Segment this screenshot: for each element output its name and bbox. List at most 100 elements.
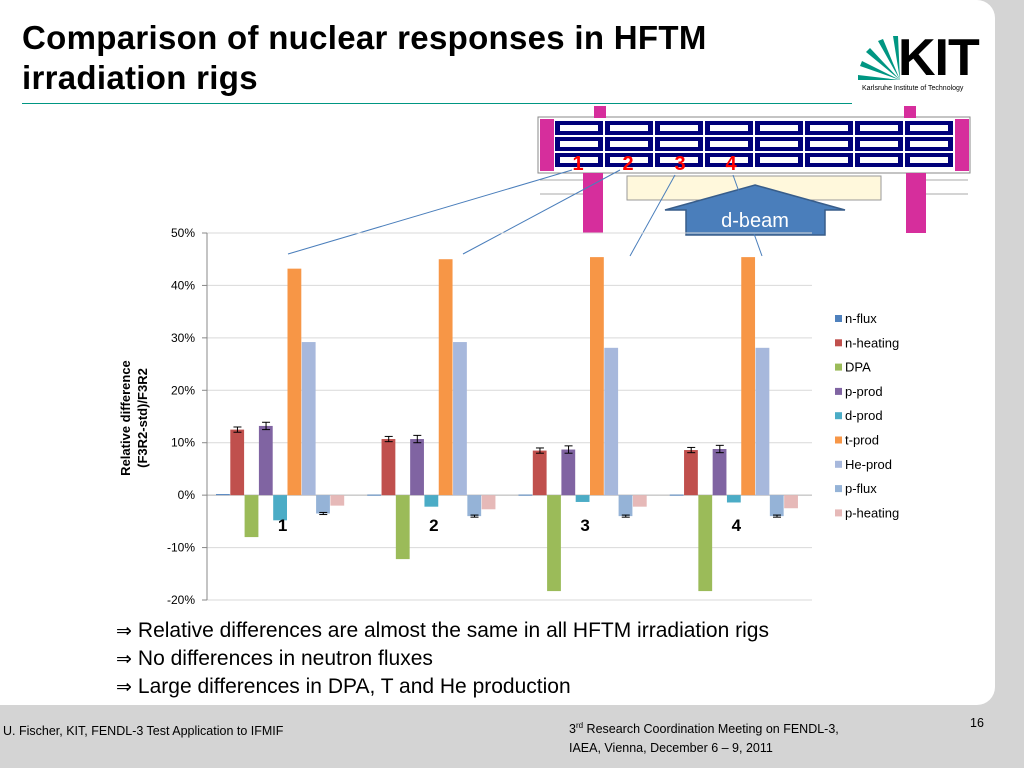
bar-d-prod [273,495,287,521]
rig-callout-lines [287,169,763,257]
bar-p-heating [330,495,345,506]
rig-labels: 1 2 3 4 [572,153,737,175]
bar-p-prod [561,449,576,496]
rig-cell-window [610,157,648,163]
legend-label: n-heating [845,335,899,350]
implies-arrow-icon: ⇒ [116,676,132,698]
rig-cell-window [860,141,898,147]
legend-swatch [835,436,842,444]
rig-label: 3 [674,153,685,175]
rig-label: 4 [725,153,737,175]
footer-author: U. Fischer, KIT, FENDL-3 Test Applicatio… [3,724,284,738]
rig-cell-window [910,157,948,163]
title-divider [22,103,852,104]
bar-p-flux [618,495,633,517]
bar-t-prod [590,257,604,496]
legend-label: p-prod [845,384,883,399]
kit-logo-rays-icon [858,36,900,80]
legend-swatch [835,485,842,493]
legend-swatch [835,509,842,517]
y-axis-label: Relative difference (F3R2-std)/F3R2 [118,360,150,476]
bar-t-prod [741,257,756,496]
legend-label: p-flux [845,481,877,496]
bar-p-flux [316,495,330,514]
bar-n-heating [381,439,396,496]
rig-cell-window [660,141,698,147]
category-label: 2 [429,516,438,535]
callout-line [732,174,763,257]
bullet-item: ⇒ Large differences in DPA, T and He prod… [116,673,769,701]
page-number: 16 [970,716,984,730]
bar-DPA [698,495,713,592]
chart-legend: n-flux n-heating DPA p-prod d-prod t-prod He-p… [835,311,899,520]
rig-cell-window [860,125,898,131]
bar-n-flux [669,494,684,496]
bar-He-prod [755,347,770,496]
chart-grid [202,232,812,601]
rig-cell-window [910,125,948,131]
rig-cell-window [660,125,698,131]
bullet-text: Large differences in DPA, T and He produ… [137,675,571,698]
rig-cells [555,121,953,167]
category-label: 1 [278,516,287,535]
bar-p-heating [481,495,496,510]
beam-arrow-icon [664,184,846,236]
rig-label: 2 [622,153,633,175]
rig-top-post [594,106,606,118]
y-tick-label: -20% [167,593,195,607]
rig-cell-window [760,141,798,147]
footer-ordinal-suffix: rd [575,721,584,730]
y-tick-label: 0% [178,488,196,502]
bullet-list: ⇒ Relative differences are almost the sam… [116,617,769,701]
implies-arrow-icon: ⇒ [116,648,132,670]
kit-logo-subtitle: Karlsruhe Institute of Technology [862,85,964,92]
footer-meeting-line2: IAEA, Vienna, December 6 – 9, 2011 [569,741,773,756]
bar-DPA [395,495,410,560]
page-title: Comparison of nuclear responses in HFTM … [22,19,707,96]
bar-He-prod [301,342,316,496]
legend-label: t-prod [845,433,879,448]
legend-swatch [835,460,842,468]
y-tick-label: 30% [171,331,195,345]
legend-swatch [835,315,842,322]
rig-support-right [906,173,926,233]
legend-label: p-heating [845,505,899,520]
rig-cell-window [910,141,948,147]
y-tick-label: 10% [171,436,195,450]
bar-d-prod [726,495,741,503]
chart-error-bars [233,421,781,518]
bullet-item: ⇒ No differences in neutron fluxes [116,645,769,673]
rig-label: 1 [572,153,583,175]
rig-right-wall [955,119,969,171]
rig-support-left [583,173,603,233]
bar-n-flux [518,494,533,496]
category-label: 4 [732,516,742,535]
legend-label: d-prod [845,408,883,423]
bullet-text: Relative differences are almost the same… [137,619,769,642]
legend-swatch [835,363,842,371]
bar-p-prod [258,425,273,496]
rig-cell-window [810,141,848,147]
rig-cell-window [610,125,648,131]
bar-p-prod [410,439,424,496]
bar-n-heating [684,450,698,496]
callout-line [287,169,573,255]
bar-n-flux [367,494,382,496]
bullet-text: No differences in neutron fluxes [137,647,433,670]
kit-logo-text: KIT [898,29,980,87]
rig-cell-window [710,157,748,163]
rig-diagram: 1 2 3 4 d-beam [287,106,971,257]
y-axis-label-line: Relative difference [118,360,133,476]
rig-left-wall [540,119,554,171]
rig-top-post [904,106,916,118]
footer-ordinal: 3 [569,722,576,737]
rig-cell-window [710,141,748,147]
chart-bars [216,257,798,592]
bar-p-flux [467,495,482,517]
beam-label: d-beam [721,210,789,232]
y-tick-label: -10% [167,541,195,555]
rig-cell-window [760,157,798,163]
bar-d-prod [424,495,439,507]
bar-n-flux [216,494,230,496]
rig-cell-window [810,157,848,163]
